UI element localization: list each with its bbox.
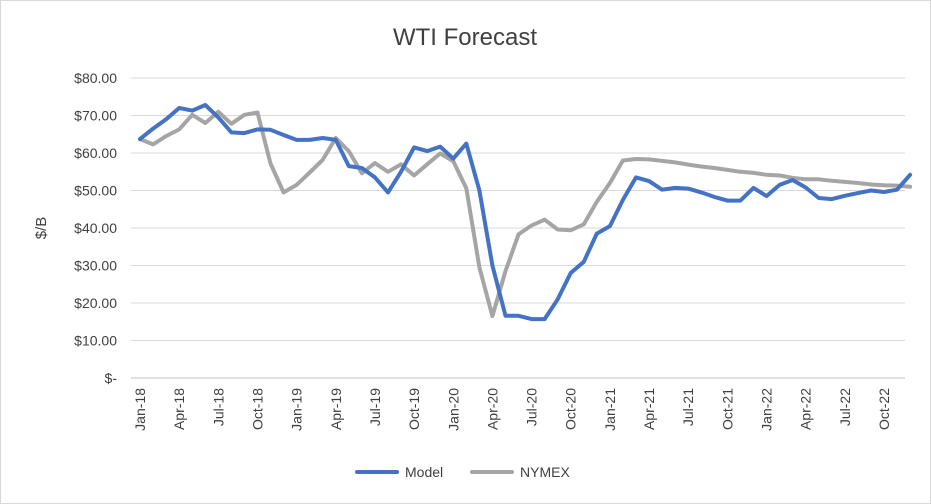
y-tick-label: $70.00: [74, 108, 117, 124]
x-tick-label: Oct-19: [406, 388, 422, 430]
x-tick-label: Oct-22: [876, 388, 892, 430]
series-line-model: [138, 103, 913, 322]
series-lines: [138, 103, 913, 322]
y-tick-label: $40.00: [74, 220, 117, 236]
x-tick-label: Jul-22: [837, 388, 853, 426]
series-line-nymex: [138, 109, 913, 319]
legend-label-model: Model: [405, 464, 443, 480]
x-tick-label: Jul-18: [210, 388, 226, 426]
x-tick-label: Apr-19: [328, 388, 344, 430]
x-tick-label: Apr-18: [171, 388, 187, 430]
x-tick-label: Apr-20: [484, 388, 500, 430]
x-tick-label: Jul-20: [524, 388, 540, 426]
y-axis-label: $/B: [33, 217, 50, 240]
y-tick-label: $60.00: [74, 145, 117, 161]
y-tick-label: $80.00: [74, 70, 117, 86]
x-tick-label: Oct-21: [719, 388, 735, 430]
y-tick-label: $20.00: [74, 295, 117, 311]
x-tick-label: Oct-18: [249, 388, 265, 430]
x-tick-label: Oct-20: [563, 388, 579, 430]
y-tick-label: $-: [105, 370, 118, 386]
x-axis-ticks: Jan-18 Apr-18 Jul-18 Oct-18 Jan-19 Apr-19 Jul-…: [132, 388, 892, 431]
x-tick-label: Jul-19: [367, 388, 383, 426]
x-tick-label: Jan-22: [759, 388, 775, 431]
y-tick-label: $10.00: [74, 333, 117, 349]
legend-label-nymex: NYMEX: [520, 464, 570, 480]
y-tick-label: $50.00: [74, 183, 117, 199]
x-tick-label: Jan-21: [602, 388, 618, 431]
y-tick-label: $30.00: [74, 258, 117, 274]
x-tick-label: Apr-21: [641, 388, 657, 430]
x-tick-label: Jul-21: [680, 388, 696, 426]
gridlines: [131, 77, 905, 379]
x-tick-label: Jan-18: [132, 388, 148, 431]
x-tick-label: Jan-19: [289, 388, 305, 431]
y-axis-ticks: $- $10.00 $20.00 $30.00 $40.00 $50.00 $60.00 $7…: [74, 70, 117, 386]
legend: Model NYMEX: [355, 464, 570, 480]
x-tick-label: Jan-20: [445, 388, 461, 431]
chart-title: WTI Forecast: [393, 24, 537, 51]
x-tick-label: Apr-22: [798, 388, 814, 430]
